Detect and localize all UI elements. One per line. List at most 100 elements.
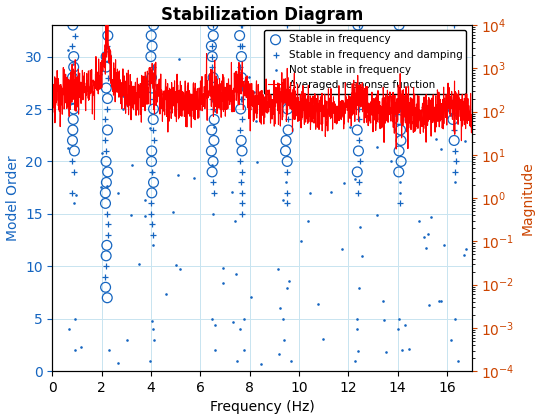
Stable in frequency and damping <box>283 200 292 207</box>
Not stable in frequency <box>114 360 123 367</box>
Not stable in frequency <box>388 19 396 26</box>
Not stable in frequency <box>370 105 379 112</box>
Stable in frequency <box>69 22 77 29</box>
Stable in frequency and damping <box>281 85 290 92</box>
Line: Averaged response function: Averaged response function <box>53 15 471 149</box>
Averaged response function <box>50 105 57 110</box>
Not stable in frequency <box>247 294 255 300</box>
Not stable in frequency <box>240 347 249 354</box>
Stable in frequency and damping <box>149 137 158 144</box>
Stable in frequency <box>394 168 403 175</box>
Not stable in frequency <box>387 157 395 164</box>
Stable in frequency <box>209 74 218 81</box>
Not stable in frequency <box>176 266 184 273</box>
Stable in frequency <box>449 116 457 123</box>
Not stable in frequency <box>340 180 349 186</box>
Stable in frequency and damping <box>355 179 363 186</box>
Stable in frequency <box>149 106 158 113</box>
Not stable in frequency <box>455 86 463 92</box>
Not stable in frequency <box>327 189 335 195</box>
Not stable in frequency <box>233 357 241 364</box>
Not stable in frequency <box>236 326 245 333</box>
Not stable in frequency <box>314 301 322 307</box>
Not stable in frequency <box>274 265 283 272</box>
Stable in frequency and damping <box>450 22 459 29</box>
Not stable in frequency <box>228 318 237 325</box>
Stable in frequency <box>104 32 112 39</box>
Stable in frequency and damping <box>353 95 362 102</box>
Not stable in frequency <box>275 305 284 312</box>
Stable in frequency and damping <box>103 106 112 113</box>
Stable in frequency <box>103 294 112 301</box>
Not stable in frequency <box>372 144 381 150</box>
Stable in frequency and damping <box>396 106 404 113</box>
Not stable in frequency <box>280 336 289 343</box>
Stable in frequency <box>397 137 406 144</box>
Not stable in frequency <box>113 84 122 91</box>
Stable in frequency <box>353 168 362 175</box>
Stable in frequency and damping <box>208 53 217 60</box>
Not stable in frequency <box>379 298 387 304</box>
Stable in frequency and damping <box>355 85 363 92</box>
Not stable in frequency <box>122 102 131 108</box>
Stable in frequency <box>449 106 457 113</box>
Not stable in frequency <box>320 52 329 59</box>
Not stable in frequency <box>437 297 445 304</box>
Stable in frequency and damping <box>238 85 247 92</box>
Stable in frequency <box>147 189 156 196</box>
Not stable in frequency <box>338 245 346 252</box>
Stable in frequency and damping <box>71 32 79 39</box>
Stable in frequency and damping <box>450 147 459 154</box>
Stable in frequency and damping <box>148 168 157 175</box>
Not stable in frequency <box>150 336 158 343</box>
Not stable in frequency <box>397 347 406 354</box>
Stable in frequency <box>101 189 110 196</box>
Stable in frequency and damping <box>396 200 404 207</box>
Stable in frequency and damping <box>355 158 364 165</box>
Stable in frequency and damping <box>451 95 460 102</box>
Stable in frequency and damping <box>281 32 289 39</box>
Stable in frequency and damping <box>450 32 458 39</box>
Stable in frequency and damping <box>149 231 158 238</box>
Not stable in frequency <box>259 93 267 100</box>
Stable in frequency and damping <box>104 74 112 81</box>
Stable in frequency and damping <box>449 32 458 39</box>
Not stable in frequency <box>69 61 78 68</box>
Stable in frequency <box>210 116 219 123</box>
Stable in frequency <box>282 74 291 81</box>
Stable in frequency <box>354 22 362 29</box>
Not stable in frequency <box>172 262 180 268</box>
Stable in frequency and damping <box>147 200 156 207</box>
Not stable in frequency <box>425 302 434 308</box>
Stable in frequency and damping <box>235 126 244 133</box>
Stable in frequency and damping <box>396 85 404 92</box>
Not stable in frequency <box>354 284 363 291</box>
Stable in frequency <box>395 22 403 29</box>
Not stable in frequency <box>350 176 359 182</box>
Stable in frequency <box>395 116 403 123</box>
Stable in frequency <box>70 53 78 60</box>
Not stable in frequency <box>395 179 404 186</box>
Not stable in frequency <box>76 344 85 350</box>
Not stable in frequency <box>323 57 332 63</box>
Stable in frequency and damping <box>355 43 363 50</box>
Not stable in frequency <box>424 230 433 237</box>
Stable in frequency <box>207 43 215 50</box>
Not stable in frequency <box>146 124 154 131</box>
Not stable in frequency <box>165 109 173 116</box>
Not stable in frequency <box>71 315 79 322</box>
Stable in frequency <box>103 95 112 102</box>
Stable in frequency and damping <box>355 53 363 60</box>
Stable in frequency and damping <box>353 189 362 196</box>
Stable in frequency <box>101 200 110 207</box>
Stable in frequency <box>69 64 78 71</box>
Not stable in frequency <box>437 145 445 152</box>
Stable in frequency and damping <box>395 95 403 102</box>
Stable in frequency <box>397 158 406 165</box>
Not stable in frequency <box>305 190 314 197</box>
Stable in frequency <box>207 147 216 154</box>
Stable in frequency <box>102 284 110 291</box>
Stable in frequency <box>284 43 292 50</box>
Stable in frequency and damping <box>70 168 78 175</box>
Not stable in frequency <box>460 252 468 258</box>
